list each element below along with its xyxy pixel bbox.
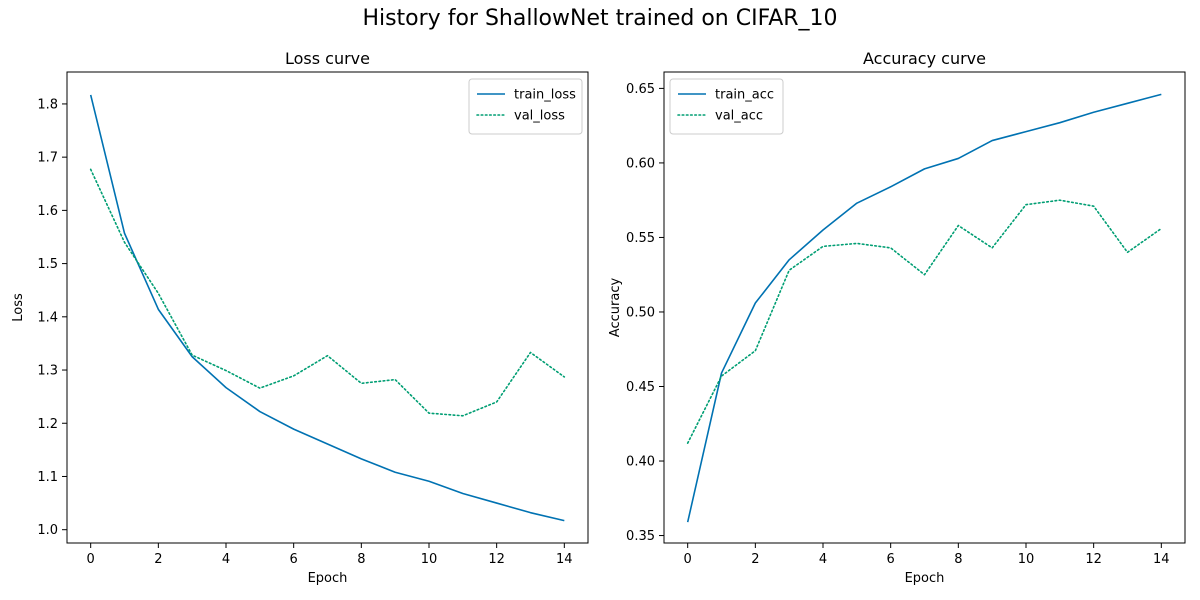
x-tick-label: 12 [488,552,505,567]
legend: train_acc val_acc [669,78,784,135]
y-tick-label: 0.45 [626,380,655,395]
x-tick-label: 0 [87,552,95,567]
figure-title: History for ShallowNet trained on CIFAR_… [362,6,838,31]
series-line-train_loss [89,94,565,522]
x-tick-label: 10 [421,552,438,567]
plot-frame [663,71,1186,544]
axes-title: Loss curve [285,49,370,68]
legend-label-train_loss: train_loss [514,88,576,103]
y-tick-label: 0.60 [626,156,655,171]
y-tick-label: 1.3 [37,364,58,379]
x-tick-label: 0 [684,552,692,567]
y-tick-label: 1.8 [37,97,58,112]
x-axis-label: Epoch [905,571,945,586]
x-tick-label: 14 [1153,552,1170,567]
y-tick-label: 1.5 [37,257,58,272]
y-tick-label: 1.4 [37,310,58,325]
y-tick-label: 0.40 [626,455,655,470]
legend: train_loss val_loss [468,78,583,135]
legend-label-val_acc: val_acc [715,109,763,124]
y-axis-label: Loss [11,293,26,322]
legend-box [468,78,583,135]
x-tick-label: 2 [751,552,759,567]
series-line-train_acc [686,93,1162,523]
y-tick-label: 0.35 [626,529,655,544]
chart-panel-loss: Loss curve 0 2 4 6 8 10 12 14 1.0 1.1 1.2 1.3 1.4 1.5 1… [11,49,589,586]
y-tick-label: 0.50 [626,305,655,320]
x-tick-label: 6 [887,552,895,567]
y-tick-label: 1.2 [37,417,58,432]
series-line-val_loss [89,168,566,417]
x-tick-label: 8 [357,552,365,567]
y-tick-label: 0.65 [626,82,655,97]
x-tick-label: 12 [1085,552,1102,567]
x-tick-label: 10 [1018,552,1035,567]
x-tick-label: 2 [154,552,162,567]
y-tick-label: 0.55 [626,231,655,246]
legend-label-train_acc: train_acc [715,88,774,103]
plot-frame [66,71,589,544]
x-axis-label: Epoch [308,571,348,586]
x-tick-label: 8 [954,552,962,567]
legend-label-val_loss: val_loss [514,109,565,124]
x-tick-label: 6 [290,552,298,567]
x-tick-label: 4 [819,552,827,567]
chart-panel-accuracy: Accuracy curve 0 2 4 6 8 10 12 14 0.35 0.40 0.45 0.5… [608,49,1186,586]
x-tick-label: 4 [222,552,230,567]
legend-box [669,78,784,135]
x-tick-label: 14 [556,552,573,567]
y-tick-label: 1.1 [37,470,58,485]
y-tick-label: 1.6 [37,204,58,219]
y-tick-label: 1.0 [37,523,58,538]
axes-title: Accuracy curve [863,49,986,68]
series-line-val_acc [686,199,1163,444]
y-tick-label: 1.7 [37,151,58,166]
y-axis-label: Accuracy [608,278,623,338]
